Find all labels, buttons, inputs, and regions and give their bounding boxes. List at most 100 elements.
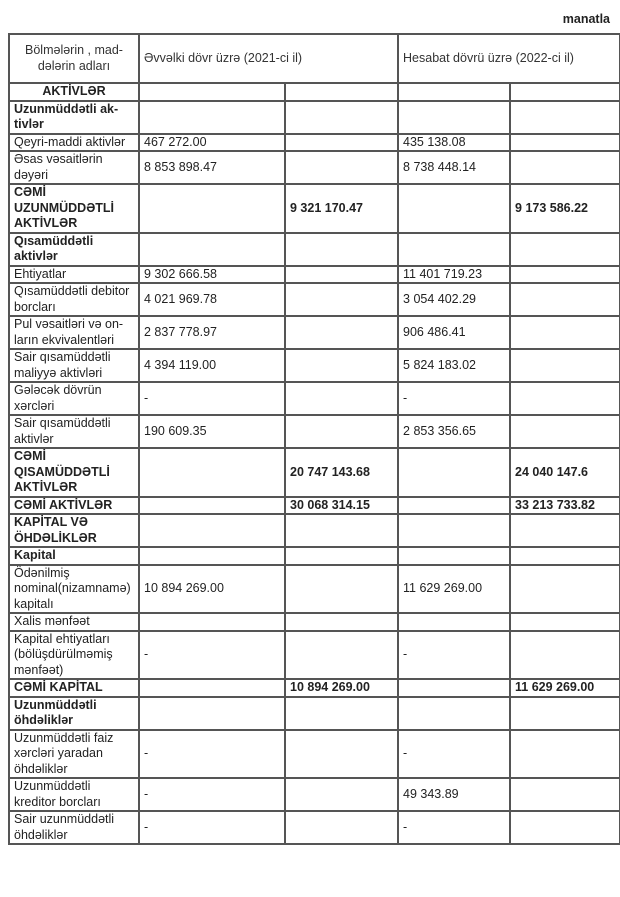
row-label: CƏMİ AKTİVLƏR (8, 495, 140, 515)
table-row: Qısamüddətli aktivlər (8, 231, 620, 267)
reporting-period-total (509, 264, 620, 284)
table-row: Gələcək dövrün xərcləri - - (8, 381, 620, 416)
table-row: Uzunmüddətli öhdəliklər (8, 695, 620, 731)
currency-unit-label: manatla (562, 12, 610, 26)
previous-period-total (283, 728, 400, 779)
previous-period-total (283, 82, 400, 102)
header-previous-period: Əvvəlki dövr üzrə (2021-ci il) (137, 33, 400, 84)
row-label: Sair qısamüddətli aktivlər (8, 414, 140, 449)
reporting-period-total (509, 546, 620, 566)
reporting-period-value (397, 513, 512, 548)
table-row: AKTİVLƏR (8, 82, 620, 102)
table-row: KAPİTAL VƏ ÖHDƏLİKLƏR (8, 513, 620, 548)
reporting-period-value: 435 138.08 (397, 132, 512, 152)
reporting-period-total (509, 695, 620, 731)
row-label: Uzunmüddətli ak- tivlər (8, 99, 140, 135)
table-row: Xalis mənfəət (8, 612, 620, 632)
previous-period-value: - (138, 777, 286, 812)
reporting-period-total (509, 728, 620, 779)
table-row: Kapital (8, 546, 620, 566)
reporting-period-total (509, 612, 620, 632)
reporting-period-total: 9 173 586.22 (509, 183, 620, 234)
table-row: Sair uzunmüddətli öhdəliklər - - (8, 810, 620, 845)
reporting-period-total (509, 348, 620, 383)
balance-sheet-table: Bölmələrin , mad- dələrin adları Əvvəlki… (8, 33, 620, 845)
previous-period-total (283, 777, 400, 812)
previous-period-total (283, 282, 400, 317)
row-label: Sair qısamüddətli maliyyə aktivləri (8, 348, 140, 383)
row-label: Uzunmüddətli kreditor borcları (8, 777, 140, 812)
reporting-period-value (397, 695, 512, 731)
header-item-names-text: Bölmələrin , mad- dələrin adları (25, 43, 123, 73)
reporting-period-total (509, 231, 620, 267)
row-label: CƏMİ KAPİTAL (8, 678, 140, 698)
reporting-period-value: - (397, 629, 512, 680)
previous-period-value: 467 272.00 (138, 132, 286, 152)
previous-period-value (138, 546, 286, 566)
row-label: Pul vəsaitləri və on- ların ekvivalentlə… (8, 315, 140, 350)
row-label: Sair uzunmüddətli öhdəliklər (8, 810, 140, 845)
previous-period-value: 10 894 269.00 (138, 563, 286, 614)
row-label: Ödənilmiş nominal(nizamnamə) kapitalı (8, 563, 140, 614)
previous-period-total (283, 810, 400, 845)
table-row: CƏMİ QISAMÜDDƏTLİ AKTİVLƏR 20 747 143.68 2… (8, 447, 620, 498)
previous-period-total (283, 132, 400, 152)
header-reporting-period: Hesabat dövrü üzrə (2022-ci il) (397, 33, 620, 84)
previous-period-value (138, 612, 286, 632)
previous-period-total (283, 546, 400, 566)
previous-period-value (138, 183, 286, 234)
reporting-period-total (509, 82, 620, 102)
table-row: CƏMİ KAPİTAL 10 894 269.00 11 629 269.00 (8, 678, 620, 698)
table-row: Qeyri-maddi aktivlər 467 272.00 435 138.08 (8, 132, 620, 152)
row-label: Ehtiyatlar (8, 264, 140, 284)
previous-period-value: 9 302 666.58 (138, 264, 286, 284)
reporting-period-value: - (397, 381, 512, 416)
previous-period-total (283, 381, 400, 416)
previous-period-total: 20 747 143.68 (283, 447, 400, 498)
previous-period-value (138, 495, 286, 515)
row-label: Əsas vəsaitlərin dəyəri (8, 150, 140, 185)
reporting-period-value (397, 546, 512, 566)
previous-period-total: 10 894 269.00 (283, 678, 400, 698)
table-row: Uzunmüddətli faiz xərcləri yaradan öhdəl… (8, 728, 620, 779)
previous-period-total (283, 612, 400, 632)
row-label: Qısamüddətli aktivlər (8, 231, 140, 267)
reporting-period-value: 3 054 402.29 (397, 282, 512, 317)
previous-period-total (283, 150, 400, 185)
reporting-period-total (509, 132, 620, 152)
previous-period-value: 8 853 898.47 (138, 150, 286, 185)
reporting-period-total (509, 99, 620, 135)
table-row: Uzunmüddətli ak- tivlər (8, 99, 620, 135)
row-label: Kapital ehtiyatları (bölüşdürülməmiş mən… (8, 629, 140, 680)
previous-period-value (138, 231, 286, 267)
reporting-period-value (397, 183, 512, 234)
row-label: Gələcək dövrün xərcləri (8, 381, 140, 416)
table-row: Ödənilmiş nominal(nizamnamə) kapitalı 10 … (8, 563, 620, 614)
previous-period-total (283, 231, 400, 267)
previous-period-value: 190 609.35 (138, 414, 286, 449)
reporting-period-total (509, 150, 620, 185)
row-label: CƏMİ UZUNMÜDDƏTLİ AKTİVLƏR (8, 183, 140, 234)
table-row: Kapital ehtiyatları (bölüşdürülməmiş mən… (8, 629, 620, 680)
previous-period-value (138, 678, 286, 698)
previous-period-value (138, 82, 286, 102)
row-label: Xalis mənfəət (8, 612, 140, 632)
reporting-period-total: 24 040 147.6 (509, 447, 620, 498)
previous-period-value (138, 513, 286, 548)
table-row: Əsas vəsaitlərin dəyəri 8 853 898.47 8 738… (8, 150, 620, 185)
reporting-period-value: 2 853 356.65 (397, 414, 512, 449)
previous-period-total (283, 315, 400, 350)
reporting-period-total (509, 315, 620, 350)
table-row: CƏMİ AKTİVLƏR 30 068 314.15 33 213 733.82 (8, 495, 620, 515)
table-row: Qısamüddətli debitor borcları 4 021 969.7… (8, 282, 620, 317)
reporting-period-value (397, 231, 512, 267)
previous-period-total (283, 629, 400, 680)
reporting-period-value (397, 612, 512, 632)
table-row: CƏMİ UZUNMÜDDƏTLİ AKTİVLƏR 9 321 170.47 9 … (8, 183, 620, 234)
previous-period-value: - (138, 810, 286, 845)
row-label: KAPİTAL VƏ ÖHDƏLİKLƏR (8, 513, 140, 548)
table-row: Pul vəsaitləri və on- ların ekvivalentlə… (8, 315, 620, 350)
previous-period-total (283, 264, 400, 284)
previous-period-value (138, 99, 286, 135)
table-row: Ehtiyatlar 9 302 666.58 11 401 719.23 (8, 264, 620, 284)
